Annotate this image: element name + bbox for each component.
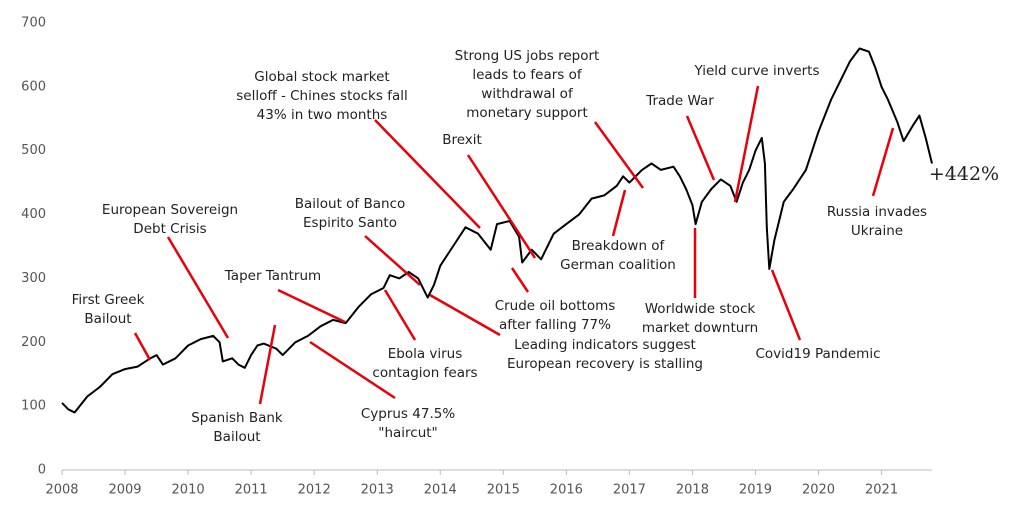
annotation-text: Worldwide stock xyxy=(645,301,756,317)
annotation-text: Global stock market xyxy=(254,69,389,85)
annotation-text: withdrawal of xyxy=(481,86,574,102)
y-tick-label: 400 xyxy=(21,207,46,222)
annotation-text: Crude oil bottoms xyxy=(495,298,616,314)
annotation-text: Strong US jobs report xyxy=(455,48,600,64)
annotation-text: Covid19 Pandemic xyxy=(755,346,880,362)
annotation-text: Breakdown of xyxy=(572,238,666,254)
annotation-pointer xyxy=(510,267,530,293)
y-tick-label: 200 xyxy=(21,335,46,350)
x-tick-label: 2018 xyxy=(676,483,709,498)
y-tick-label: 600 xyxy=(21,79,46,94)
y-tick-label: 700 xyxy=(21,16,46,31)
annotation-text: market downturn xyxy=(642,320,758,336)
annotation-text: Ebola virus xyxy=(388,346,463,362)
final-label: +442% xyxy=(929,163,999,185)
y-tick-label: 100 xyxy=(21,399,46,414)
x-tick-label: 2009 xyxy=(108,483,141,498)
annotation-text: monetary support xyxy=(466,105,588,121)
annotation-text: after falling 77% xyxy=(499,317,611,333)
annotation-pointer xyxy=(429,293,501,337)
annotation-pointer xyxy=(685,115,716,181)
annotation-text: Taper Tantrum xyxy=(224,268,321,284)
x-tick-label: 2011 xyxy=(235,483,268,498)
x-tick-label: 2015 xyxy=(487,483,520,498)
annotation-pointer xyxy=(374,119,481,229)
x-tick-label: 2010 xyxy=(172,483,205,498)
annotation-text: contagion fears xyxy=(372,365,477,381)
x-tick-label: 2016 xyxy=(550,483,583,498)
annotation-text: European Sovereign xyxy=(102,202,238,218)
x-tick-label: 2021 xyxy=(865,483,898,498)
annotation-text: Trade War xyxy=(645,93,714,109)
annotation-text: Ukraine xyxy=(851,223,903,239)
annotation-pointer xyxy=(871,127,895,197)
x-tick-label: 2019 xyxy=(739,483,772,498)
x-tick-label: 2008 xyxy=(45,483,78,498)
y-tick-label: 500 xyxy=(21,143,46,158)
annotation-text: Russia invades xyxy=(827,204,927,220)
annotation-pointer xyxy=(133,332,152,361)
annotation-pointer xyxy=(258,324,277,405)
annotation-text: 43% in two months xyxy=(257,107,388,123)
annotation-pointer xyxy=(166,236,230,339)
annotation-pointer xyxy=(364,235,421,286)
annotation-text: Brexit xyxy=(442,132,482,148)
y-tick-label: 300 xyxy=(21,271,46,286)
annotation-pointer xyxy=(309,340,396,400)
annotation-pointer xyxy=(770,269,802,341)
y-tick-label: 0 xyxy=(38,463,46,478)
annotation-text: Debt Crisis xyxy=(133,221,206,237)
annotation-text: Yield curve inverts xyxy=(693,63,819,79)
data-line xyxy=(61,47,933,414)
annotation-text: First Greek xyxy=(72,292,145,308)
annotation-text: "haircut" xyxy=(378,425,438,441)
x-tick-label: 2013 xyxy=(361,483,394,498)
annotation-text: German coalition xyxy=(560,257,676,273)
annotation-text: European recovery is stalling xyxy=(507,356,703,372)
annotation-text: Espirito Santo xyxy=(303,215,397,231)
annotation-text: leads to fears of xyxy=(472,67,583,83)
annotation-text: Leading indicators suggest xyxy=(514,337,696,353)
annotation-pointer xyxy=(611,189,627,237)
annotation-text: Bailout xyxy=(84,311,131,327)
annotation-pointer xyxy=(593,121,645,189)
annotation-pointer xyxy=(277,288,346,324)
annotation-text: Bailout of Banco xyxy=(295,196,406,212)
x-tick-label: 2012 xyxy=(298,483,331,498)
annotation-pointer xyxy=(733,85,760,203)
annotation-text: Bailout xyxy=(213,429,260,445)
annotation-text: Spanish Bank xyxy=(191,410,283,426)
annotation-text: selloff - Chines stocks fall xyxy=(236,88,407,104)
x-tick-label: 2017 xyxy=(613,483,646,498)
x-tick-label: 2014 xyxy=(424,483,457,498)
annotation-text: Cyprus 47.5% xyxy=(361,406,455,422)
annotation-pointer xyxy=(466,154,537,259)
annotation-pointer xyxy=(383,289,417,341)
x-tick-label: 2020 xyxy=(802,483,835,498)
